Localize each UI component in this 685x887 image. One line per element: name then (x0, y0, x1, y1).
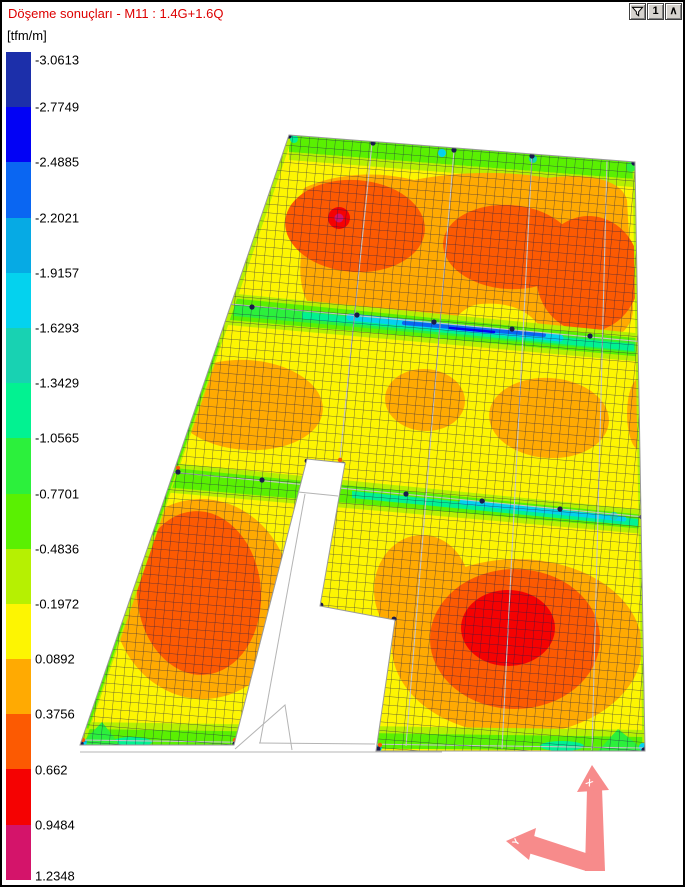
legend-value: -1.0565 (35, 430, 80, 446)
axis-arrow-x (585, 788, 605, 871)
stair-outline-bottom (258, 742, 376, 745)
legend-swatch (6, 217, 31, 273)
legend-value: -0.4836 (35, 541, 80, 557)
legend: -3.0613 -2.7749 -2.4885 -2.2021 -1.9157 -1.62… (6, 52, 126, 885)
axis-arrow-y-head (506, 828, 536, 860)
legend-swatch (6, 272, 31, 328)
mesh-overlay (80, 135, 645, 751)
axes-triad: X Y (506, 765, 609, 871)
landing-outline (234, 704, 293, 751)
view-number-button[interactable]: 1 (647, 3, 664, 20)
legend-value: 0.9484 (35, 817, 75, 833)
legend-swatch (6, 548, 31, 604)
legend-value: -2.2021 (35, 210, 80, 226)
legend-swatch (6, 824, 31, 880)
legend-labels: -3.0613 -2.7749 -2.4885 -2.2021 -1.9157 -1.62… (35, 52, 125, 885)
legend-value: 1.2348 (35, 868, 75, 884)
legend-value: -3.0613 (35, 52, 80, 68)
axis-arrow-y (525, 836, 604, 871)
unit-label: [tfm/m] (7, 28, 47, 43)
axis-arrow-x-head (577, 765, 609, 792)
window-title: Döşeme sonuçları - M11 : 1.4G+1.6Q (8, 6, 224, 21)
legend-swatch (6, 162, 31, 218)
legend-value: 0.662 (35, 762, 68, 778)
toolbar: 1 ∧ (629, 3, 682, 20)
legend-swatch (6, 327, 31, 384)
legend-value: -0.7701 (35, 486, 80, 502)
legend-swatch (6, 714, 31, 770)
legend-swatch (6, 659, 31, 715)
slab-outline (79, 134, 646, 752)
stair-outline-diagonal (259, 493, 306, 744)
stair-outline-top (297, 491, 339, 497)
legend-value: -1.9157 (35, 265, 80, 281)
legend-value: 0.0892 (35, 651, 75, 667)
legend-value: -1.3429 (35, 375, 80, 391)
collapse-button[interactable]: ∧ (665, 3, 682, 20)
funnel-icon (631, 6, 644, 17)
legend-swatch (6, 603, 31, 660)
opening-outline-lines (80, 491, 442, 753)
legend-swatch (6, 52, 31, 108)
legend-swatch (6, 383, 31, 439)
axis-label-x: X (584, 777, 595, 789)
legend-value: -0.1972 (35, 596, 80, 612)
axis-label-y: Y (510, 837, 522, 848)
legend-swatch (6, 493, 31, 549)
legend-swatch (6, 107, 31, 163)
legend-swatch (6, 769, 31, 825)
legend-value: -1.6293 (35, 320, 80, 336)
legend-value: 0.3756 (35, 706, 75, 722)
legend-swatch (6, 438, 31, 494)
filter-button[interactable] (629, 3, 646, 20)
legend-value: -2.4885 (35, 154, 80, 170)
legend-value: -2.7749 (35, 99, 80, 115)
legend-bar (6, 52, 31, 880)
